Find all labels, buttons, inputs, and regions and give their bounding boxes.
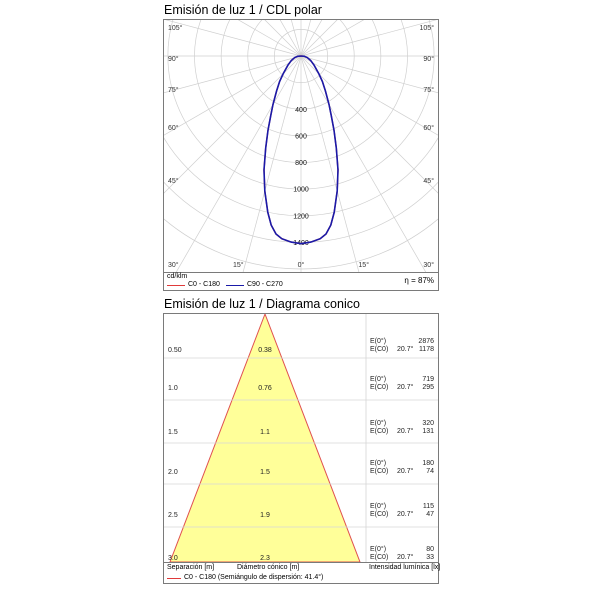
- cone-separation-value: 2.5: [168, 512, 178, 519]
- cone-e0-label: E(0°): [370, 545, 386, 553]
- cone-e0-label: E(0°): [370, 375, 386, 383]
- polar-angle-label-bottom: 0°: [298, 261, 305, 269]
- cone-angle-value: 20.7°: [397, 383, 414, 391]
- cone-legend-swatch: [167, 578, 181, 579]
- cone-angle-value: 20.7°: [397, 467, 414, 475]
- cone-e0-value: 2876: [418, 338, 434, 345]
- cone-diameter-value: 1.5: [260, 469, 270, 476]
- polar-grid-spoke: [300, 55, 427, 272]
- cone-angle-value: 20.7°: [397, 345, 414, 353]
- cone-e0-value: 320: [422, 420, 434, 427]
- cone-ec0-label: E(C0): [370, 468, 388, 475]
- legend-swatch-c0: [167, 285, 185, 286]
- polar-angle-label-right: 105°: [420, 24, 435, 32]
- cone-diameter-value: 1.1: [260, 429, 270, 436]
- polar-grid-spoke: [300, 20, 365, 57]
- polar-radial-tick-label: 1000: [293, 187, 309, 194]
- polar-radial-tick-label: 1200: [293, 213, 309, 220]
- polar-chart-title: Emisión de luz 1 / CDL polar: [164, 3, 322, 17]
- polar-angle-label-right: 75°: [423, 86, 434, 94]
- polar-angle-label-left: 30°: [168, 261, 179, 269]
- legend-label-c90: C90 - C270: [247, 281, 283, 288]
- polar-grid-spoke: [242, 55, 302, 272]
- polar-grid-spoke: [164, 55, 302, 194]
- cone-diameter-value: 1.9: [260, 512, 270, 519]
- cone-ec0-value: 33: [426, 554, 434, 561]
- cone-ec0-value: 74: [426, 468, 434, 475]
- cone-legend-note: C0 - C180 (Semiángulo de dispersión: 41.…: [184, 574, 324, 581]
- cone-diameter-value: 2.3: [260, 555, 270, 562]
- cone-separation-value: 3.0: [168, 555, 178, 562]
- polar-radial-tick-label: 400: [295, 107, 307, 114]
- cone-separation-value: 2.0: [168, 469, 178, 476]
- cone-e0-value: 719: [422, 376, 434, 383]
- cone-angle-value: 20.7°: [397, 553, 414, 561]
- polar-grid-spoke: [175, 55, 302, 272]
- cone-e0-label: E(0°): [370, 459, 386, 467]
- cone-ec0-value: 131: [422, 428, 434, 435]
- cone-ec0-value: 47: [426, 511, 434, 518]
- polar-grid-spoke: [164, 55, 302, 94]
- cone-e0-label: E(0°): [370, 419, 386, 427]
- cone-separation-value: 1.5: [168, 429, 178, 436]
- cone-e0-value: 115: [423, 503, 434, 510]
- legend-label-c0: C0 - C180: [188, 281, 220, 288]
- cone-e0-value: 80: [426, 546, 434, 553]
- polar-chart-frame: 400 600 800 1000 1200 1400 105° 90° 75° 60° 45° 30°…: [163, 19, 439, 273]
- cone-e0-label: E(0°): [370, 502, 386, 510]
- polar-grid-spoke: [164, 55, 302, 136]
- polar-angle-label-right: 30°: [423, 261, 434, 269]
- cone-ec0-label: E(C0): [370, 346, 388, 353]
- polar-grid-spoke: [300, 20, 312, 57]
- polar-angle-label-left: 75°: [168, 86, 179, 94]
- polar-angle-label-right: 90°: [423, 55, 434, 63]
- intensity-axis-label: Intensidad lumínica [lx]: [369, 564, 441, 571]
- cone-chart-title: Emisión de luz 1 / Diagrama conico: [164, 297, 360, 311]
- cone-ec0-label: E(C0): [370, 384, 388, 391]
- cone-angle-value: 20.7°: [397, 510, 414, 518]
- cone-angle-value: 20.7°: [397, 427, 414, 435]
- cone-e0-label: E(0°): [370, 337, 386, 345]
- polar-grid-spoke: [290, 20, 302, 57]
- polar-grid-spoke: [300, 20, 437, 57]
- polar-grid-spoke: [300, 55, 438, 136]
- polar-grid: [164, 20, 438, 272]
- polar-radial-tick-label: 800: [295, 160, 307, 167]
- separation-axis-label: Separación [m]: [167, 564, 215, 571]
- polar-angle-label-right: 60°: [423, 124, 434, 132]
- cone-diameter-value: 0.76: [258, 385, 272, 392]
- polar-unit-label: cd/klm: [167, 273, 188, 280]
- efficiency-label: η = 87%: [404, 276, 434, 285]
- cone-ec0-label: E(C0): [370, 428, 388, 435]
- polar-angle-label-left: 45°: [168, 177, 179, 185]
- polar-grid-spoke: [300, 55, 360, 272]
- polar-chart: 400600800100012001400105°90°75°60°45°30°…: [164, 20, 438, 272]
- polar-legend: cd/klm C0 - C180 C90 - C270 η = 87%: [163, 272, 439, 291]
- cone-ec0-value: 295: [422, 384, 434, 391]
- polar-grid-spoke: [165, 20, 302, 57]
- cone-chart-frame: 0.50 0.38 E(0°) E(C0) 20.7° 2876 1178 1.0 0.76 E(…: [163, 312, 439, 563]
- polar-angle-label-right: 45°: [423, 177, 434, 185]
- polar-angle-label-left: 60°: [168, 124, 179, 132]
- polar-grid-spoke: [237, 20, 302, 57]
- cone-diameter-value: 0.38: [258, 347, 272, 354]
- polar-angle-label-left: 90°: [168, 55, 179, 63]
- cone-separation-value: 0.50: [168, 347, 182, 354]
- polar-angle-label-right: 15°: [358, 261, 369, 269]
- legend-swatch-c90: [226, 285, 244, 286]
- cone-footer: Separación [m] Diámetro cónico [m] Inten…: [163, 562, 441, 584]
- polar-angle-label-left: 15°: [233, 261, 244, 269]
- polar-grid-spoke: [300, 55, 438, 194]
- polar-angle-label-left: 105°: [168, 24, 183, 32]
- polar-radial-tick-label: 600: [295, 133, 307, 140]
- cone-separation-value: 1.0: [168, 385, 178, 392]
- polar-series-c90-c270: [263, 55, 339, 245]
- cone-ec0-value: 1178: [419, 346, 434, 353]
- cone-ec0-label: E(C0): [370, 511, 388, 518]
- diameter-axis-label: Diámetro cónico [m]: [237, 564, 300, 571]
- cone-ec0-label: E(C0): [370, 554, 388, 561]
- polar-grid-spoke: [300, 55, 438, 94]
- cone-e0-value: 180: [422, 460, 434, 467]
